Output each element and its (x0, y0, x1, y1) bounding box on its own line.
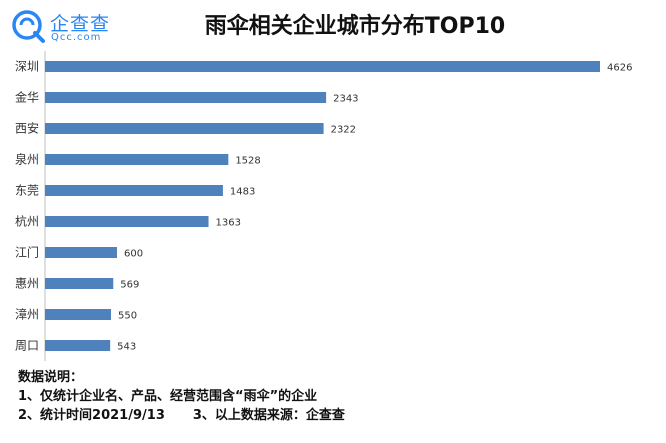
y-tick-label: 漳州 (15, 307, 39, 322)
logo-name-cn: 企查查 (50, 13, 111, 35)
bar (45, 92, 327, 103)
bar (45, 309, 111, 320)
notes-line-2-part-2: 3、以上数据来源：企查查 (192, 408, 345, 423)
qcc-logo: 企查查 Qcc.com (10, 6, 150, 46)
y-tick-label: 江门 (15, 245, 39, 260)
data-label: 2343 (333, 94, 358, 105)
bar (45, 216, 209, 227)
chart-title: 雨伞相关企业城市分布TOP10 (204, 14, 506, 39)
bar (45, 123, 324, 134)
notes-line-1: 1、仅统计企业名、产品、经营范围含“雨伞”的企业 (18, 389, 318, 404)
bar (45, 247, 117, 258)
data-label: 1528 (235, 156, 260, 167)
y-tick-label: 西安 (15, 121, 39, 136)
data-label: 543 (117, 342, 136, 353)
bar (45, 154, 229, 165)
data-label: 1363 (216, 218, 241, 229)
y-tick-label: 杭州 (15, 214, 39, 229)
bar (45, 61, 600, 72)
data-label: 550 (118, 311, 137, 322)
data-label: 2322 (331, 125, 356, 136)
y-tick-label: 泉州 (15, 153, 39, 167)
y-tick-label: 金华 (15, 90, 39, 105)
bar (45, 185, 223, 196)
logo-name-en: Qcc.com (51, 32, 102, 43)
data-label: 569 (120, 280, 139, 291)
y-tick-label: 东莞 (15, 184, 39, 198)
y-tick-label: 惠州 (15, 277, 39, 291)
data-label: 4626 (607, 63, 632, 74)
data-label: 600 (124, 249, 143, 260)
notes-line-2-part-1: 2、统计时间2021/9/13 (18, 408, 165, 423)
bar (45, 340, 111, 351)
data-notes: 数据说明： 1、仅统计企业名、产品、经营范围含“雨伞”的企业 2、统计时间202… (18, 368, 345, 425)
notes-heading: 数据说明： (18, 370, 84, 385)
bar (45, 278, 114, 289)
notes-line-2: 2、统计时间2021/9/13 3、以上数据来源：企查查 (18, 406, 345, 425)
y-tick-label: 周口 (15, 339, 39, 353)
qcc-logo-icon (12, 10, 45, 43)
y-tick-label: 深圳 (15, 60, 39, 74)
data-label: 1483 (230, 187, 255, 198)
